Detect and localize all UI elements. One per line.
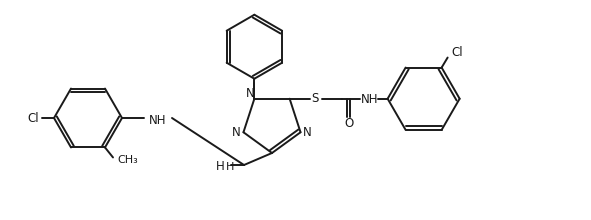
Text: S: S bbox=[311, 92, 319, 105]
Text: NH: NH bbox=[150, 114, 167, 126]
Text: O: O bbox=[344, 117, 353, 130]
Text: H: H bbox=[216, 160, 225, 172]
Text: CH₃: CH₃ bbox=[117, 156, 138, 165]
Text: N: N bbox=[303, 126, 312, 139]
Text: Cl: Cl bbox=[27, 112, 39, 125]
Text: Cl: Cl bbox=[452, 46, 463, 59]
Text: N: N bbox=[246, 87, 255, 100]
Text: N: N bbox=[232, 126, 241, 139]
Text: H: H bbox=[226, 162, 234, 172]
Text: NH: NH bbox=[361, 93, 378, 106]
